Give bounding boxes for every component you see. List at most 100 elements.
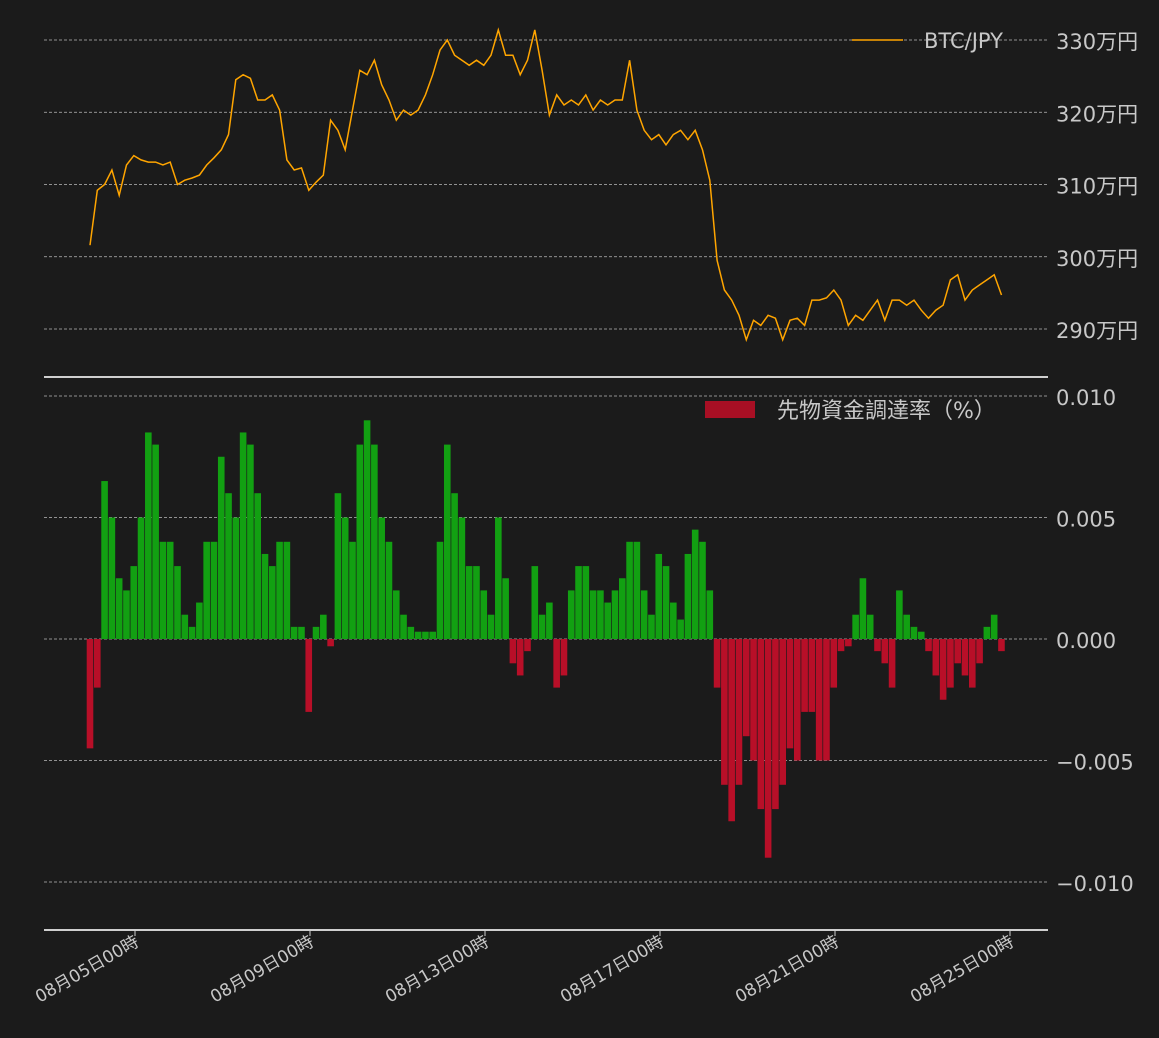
x-tick-label: 08月05日00時 xyxy=(32,932,142,1007)
funding-bar xyxy=(203,541,210,639)
funding-bar xyxy=(582,566,590,639)
funding-bar xyxy=(378,517,385,639)
funding-bar xyxy=(881,639,889,664)
funding-bar xyxy=(764,639,772,858)
funding-bar xyxy=(495,517,502,639)
funding-bar xyxy=(648,614,655,639)
price-line xyxy=(89,27,1003,343)
funding-bar xyxy=(983,626,991,639)
funding-bar xyxy=(852,614,859,639)
funding-bar xyxy=(159,541,167,639)
funding-bar xyxy=(721,639,728,785)
funding-bar xyxy=(947,639,954,688)
funding-bar xyxy=(334,493,342,639)
funding-bar xyxy=(188,626,196,639)
funding-bar xyxy=(976,639,983,664)
funding-bar xyxy=(954,639,962,664)
funding-bar xyxy=(196,602,203,639)
y-tick-labels: 290万円 300万円 310万円 320万円 330万円 0.010 0.005 0.000… xyxy=(1056,30,1138,896)
funding-bar xyxy=(670,602,677,639)
funding-bar xyxy=(655,553,663,639)
funding-bar xyxy=(276,541,283,639)
funding-bar xyxy=(757,639,765,810)
funding-bar xyxy=(823,639,830,761)
funding-bar xyxy=(166,541,174,639)
funding-bar xyxy=(874,639,881,652)
funding-bar xyxy=(830,639,838,688)
funding-bar xyxy=(458,517,466,639)
funding-bar xyxy=(589,590,597,639)
funding-bar xyxy=(866,614,874,639)
funding-bar xyxy=(152,444,159,639)
funding-bar xyxy=(640,590,648,639)
y-tick-label: 310万円 xyxy=(1056,175,1138,199)
funding-bar xyxy=(845,639,852,647)
funding-bar xyxy=(961,639,969,676)
funding-bar xyxy=(487,614,495,639)
funding-bar xyxy=(480,590,488,639)
funding-bar xyxy=(101,481,108,639)
funding-bar xyxy=(239,432,247,639)
y-tick-label: −0.005 xyxy=(1056,751,1134,775)
funding-bar xyxy=(808,639,816,712)
funding-bar xyxy=(400,614,407,639)
funding-bar xyxy=(633,541,641,639)
funding-bar xyxy=(990,614,998,639)
funding-bar xyxy=(436,541,444,639)
funding-bar xyxy=(742,639,750,737)
funding-bar xyxy=(684,553,692,639)
funding-bar xyxy=(772,639,779,810)
funding-bar xyxy=(910,626,918,639)
funding-bar xyxy=(553,639,560,688)
funding-bar xyxy=(93,639,101,688)
funding-bar xyxy=(341,517,349,639)
funding-bar xyxy=(181,614,189,639)
funding-bar xyxy=(516,639,524,676)
funding-bar xyxy=(837,639,845,652)
funding-bar xyxy=(429,631,437,639)
funding-bar xyxy=(750,639,757,761)
funding-bar xyxy=(312,626,320,639)
funding-legend-swatch xyxy=(705,401,755,418)
y-tick-label: 0.010 xyxy=(1056,386,1116,410)
funding-bar xyxy=(115,578,123,639)
price-grid xyxy=(44,39,1048,330)
funding-bar xyxy=(502,578,509,639)
funding-bar xyxy=(925,639,932,652)
funding-bar xyxy=(268,566,276,639)
funding-bar xyxy=(407,626,415,639)
x-tick-label: 08月21日00時 xyxy=(732,932,842,1007)
y-tick-label: 290万円 xyxy=(1056,319,1138,343)
funding-bar xyxy=(560,639,568,676)
funding-bar xyxy=(597,590,604,639)
funding-legend-label: 先物資金調達率（%） xyxy=(777,399,996,424)
funding-bar xyxy=(247,444,254,639)
funding-bar xyxy=(371,444,378,639)
funding-bar xyxy=(662,566,670,639)
funding-legend: 先物資金調達率（%） xyxy=(705,399,996,424)
x-tick-label: 08月17日00時 xyxy=(557,932,667,1007)
funding-bar xyxy=(968,639,976,688)
funding-bar xyxy=(130,566,138,639)
funding-bar xyxy=(691,529,699,639)
funding-bar xyxy=(626,541,633,639)
funding-bar xyxy=(414,631,422,639)
x-tick-label: 08月09日00時 xyxy=(207,932,317,1007)
funding-bar xyxy=(465,566,473,639)
y-tick-label: 300万円 xyxy=(1056,247,1138,271)
funding-bar xyxy=(538,614,546,639)
funding-bar xyxy=(225,493,232,639)
funding-bar xyxy=(298,626,305,639)
y-tick-label: 0.005 xyxy=(1056,508,1116,532)
funding-bar xyxy=(546,602,553,639)
funding-bar xyxy=(123,590,130,639)
funding-bar xyxy=(473,566,480,639)
funding-bar xyxy=(385,541,393,639)
y-tick-label: 330万円 xyxy=(1056,30,1138,54)
y-tick-label: 0.000 xyxy=(1056,629,1116,653)
funding-bar xyxy=(611,590,619,639)
funding-bar xyxy=(232,517,240,639)
funding-bar xyxy=(356,444,364,639)
funding-bar xyxy=(305,639,313,712)
